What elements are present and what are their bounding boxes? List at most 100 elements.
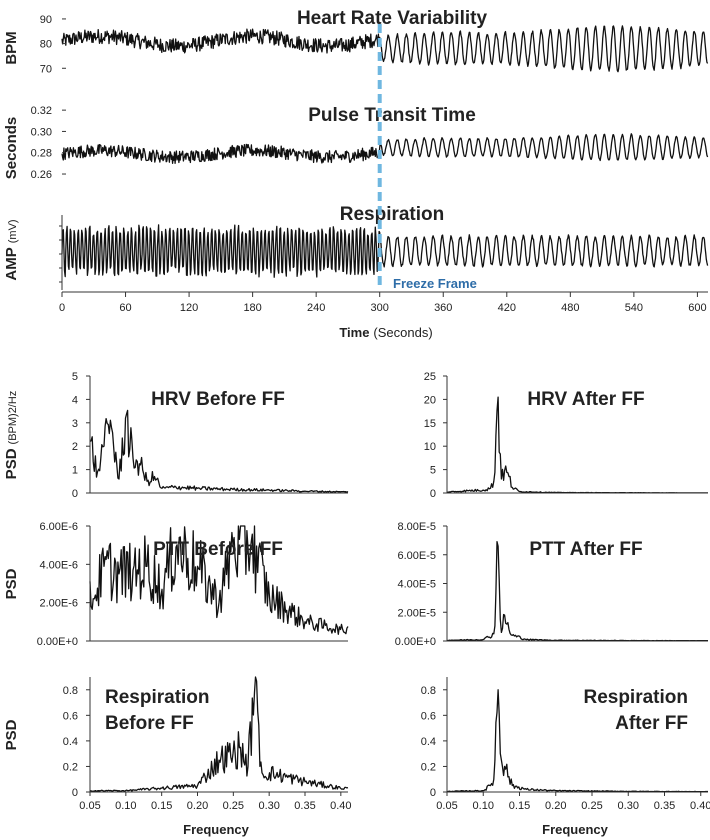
- psd-ptt-ylabel: PSD: [3, 568, 20, 599]
- time-axis-label-bold: Time: [339, 325, 369, 340]
- time-tick-label: 480: [561, 302, 579, 314]
- psd-hrv-after-panel: HRV After FF 0 5 10 15 20 25: [424, 371, 708, 500]
- psd-ytick-label: 6.00E-5: [397, 550, 436, 562]
- psd-hrv-ylabel-unit: (BPM)2/Hz: [7, 391, 19, 445]
- psd-ytick-label: 15: [424, 418, 436, 430]
- psd-ytick-label: 0.2: [63, 761, 78, 773]
- psd-resp-before-xlabel: Frequency: [183, 822, 250, 837]
- resp-time-trace: [61, 224, 709, 278]
- hrv-time-title: Heart Rate Variability: [297, 8, 488, 29]
- freeze-frame-label: Freeze Frame: [393, 276, 477, 291]
- time-axis-ticks: 0 60 120 180 240 300 360 420 480 540 600: [59, 292, 707, 314]
- psd-hrv-before-panel: HRV Before FF PSD (BPM)2/Hz 0 1 2 3 4 5: [3, 371, 349, 500]
- ytick-label: 0.32: [31, 105, 52, 117]
- psd-ptt-before-axes: 0.00E+0 2.00E-6 4.00E-6 6.00E-6: [37, 521, 348, 648]
- psd-ptt-before-trace: [89, 525, 349, 635]
- psd-ytick-label: 5: [430, 465, 436, 477]
- psd-resp-before-title-line1: Respiration: [105, 687, 210, 708]
- psd-resp-before-title-line2: Before FF: [105, 713, 194, 734]
- time-tick-label: 300: [371, 302, 389, 314]
- ytick-label: 70: [40, 63, 52, 75]
- psd-ytick-label: 0: [72, 787, 78, 799]
- resp-time-title: Respiration: [340, 204, 445, 225]
- psd-ytick-label: 0.6: [63, 710, 78, 722]
- psd-resp-before-trace: [89, 676, 349, 792]
- time-tick-label: 180: [243, 302, 261, 314]
- psd-hrv-ylabel: PSD (BPM)2/Hz: [3, 391, 20, 480]
- psd-ptt-after-title: PTT After FF: [529, 539, 642, 560]
- psd-ytick-label: 0.4: [63, 736, 78, 748]
- psd-xtick-label: 0.25: [581, 800, 602, 812]
- resp-time-ylabel-unit: (mV): [7, 219, 19, 243]
- psd-xtick-label: 0.30: [618, 800, 639, 812]
- psd-ytick-label: 0: [72, 488, 78, 500]
- psd-ytick-label: 0: [430, 787, 436, 799]
- hrv-time-panel: Heart Rate Variability BPM 70 80 90: [3, 8, 709, 75]
- ptt-time-title: Pulse Transit Time: [308, 105, 476, 126]
- psd-ytick-label: 2: [72, 441, 78, 453]
- psd-ytick-label: 0.2: [421, 761, 436, 773]
- hrv-time-yticks: 70 80 90: [40, 14, 66, 75]
- time-tick-label: 240: [307, 302, 325, 314]
- psd-xtick-label: 0.10: [115, 800, 136, 812]
- resp-time-ylabel-main: AMP: [3, 247, 20, 280]
- ytick-label: 90: [40, 14, 52, 26]
- psd-hrv-after-trace: [446, 396, 708, 494]
- psd-ytick-label: 0.8: [421, 685, 436, 697]
- psd-xtick-label: 0.20: [545, 800, 566, 812]
- time-tick-label: 360: [434, 302, 452, 314]
- psd-ytick-label: 2.00E-6: [39, 598, 78, 610]
- psd-ytick-label: 8.00E-5: [397, 521, 436, 533]
- time-tick-label: 600: [688, 302, 706, 314]
- psd-ptt-after-axes: 0.00E+0 2.00E-5 4.00E-5 6.00E-5 8.00E-5: [395, 521, 708, 648]
- psd-ytick-label: 25: [424, 371, 436, 383]
- psd-ytick-label: 4: [72, 394, 78, 406]
- psd-resp-ylabel: PSD: [3, 719, 20, 750]
- psd-xtick-label: 0.30: [258, 800, 279, 812]
- psd-ytick-label: 0.4: [421, 736, 436, 748]
- time-tick-label: 420: [498, 302, 516, 314]
- ptt-time-yticks: 0.26 0.28 0.30 0.32: [31, 105, 66, 181]
- psd-xtick-label: 0.20: [187, 800, 208, 812]
- resp-time-ylabel: AMP (mV): [3, 219, 20, 280]
- ytick-label: 0.30: [31, 126, 52, 138]
- psd-ytick-label: 0.6: [421, 710, 436, 722]
- psd-xtick-label: 0.05: [79, 800, 100, 812]
- psd-ptt-before-panel: PTT Before FF PSD 0.00E+0 2.00E-6 4.00E-6 6…: [3, 521, 349, 648]
- ptt-time-trace: [61, 133, 709, 164]
- psd-xtick-label: 0.40: [330, 800, 351, 812]
- psd-ytick-label: 20: [424, 394, 436, 406]
- psd-xtick-label: 0.15: [509, 800, 530, 812]
- ytick-label: 80: [40, 39, 52, 51]
- time-tick-label: 120: [180, 302, 198, 314]
- ptt-time-ylabel: Seconds: [3, 117, 20, 180]
- time-tick-label: 0: [59, 302, 65, 314]
- psd-ytick-label: 0.8: [63, 685, 78, 697]
- time-axis-label-rest: (Seconds): [373, 325, 432, 340]
- psd-hrv-before-axes: 0 1 2 3 4 5: [72, 371, 348, 500]
- psd-ytick-label: 0.00E+0: [37, 636, 78, 648]
- psd-resp-after-title-line1: Respiration: [583, 687, 688, 708]
- psd-ytick-label: 1: [72, 465, 78, 477]
- ytick-label: 0.28: [31, 148, 52, 160]
- resp-time-yticks: [59, 225, 62, 283]
- psd-xtick-label: 0.35: [294, 800, 315, 812]
- psd-resp-after-panel: Respiration After FF 0 0.2 0.4 0.6 0.8 0.05 0.…: [421, 677, 710, 837]
- psd-ytick-label: 0: [430, 488, 436, 500]
- psd-xtick-label: 0.40: [690, 800, 710, 812]
- ptt-time-panel: Pulse Transit Time Seconds 0.260.280.300…: [3, 105, 709, 181]
- psd-ptt-after-panel: PTT After FF 0.00E+0 2.00E-5 4.00E-5 6.00E-…: [395, 521, 709, 648]
- psd-resp-before-panel: Respiration Before FF PSD 0 0.2 0.4 0.6 0.8 0…: [3, 676, 352, 837]
- psd-hrv-after-title: HRV After FF: [527, 389, 644, 410]
- psd-ytick-label: 3: [72, 418, 78, 430]
- psd-hrv-after-axes: 0 5 10 15 20 25: [424, 371, 708, 500]
- time-axis: 0 60 120 180 240 300 360 420 480 540 600 Time (Seco…: [59, 291, 708, 340]
- psd-ytick-label: 2.00E-5: [397, 607, 436, 619]
- psd-resp-after-xlabel: Frequency: [542, 822, 609, 837]
- psd-xtick-label: 0.15: [151, 800, 172, 812]
- psd-hrv-ylabel-main: PSD: [3, 448, 20, 479]
- hrv-time-ylabel: BPM: [3, 31, 20, 64]
- hrv-time-trace: [61, 25, 709, 73]
- psd-xtick-label: 0.35: [654, 800, 675, 812]
